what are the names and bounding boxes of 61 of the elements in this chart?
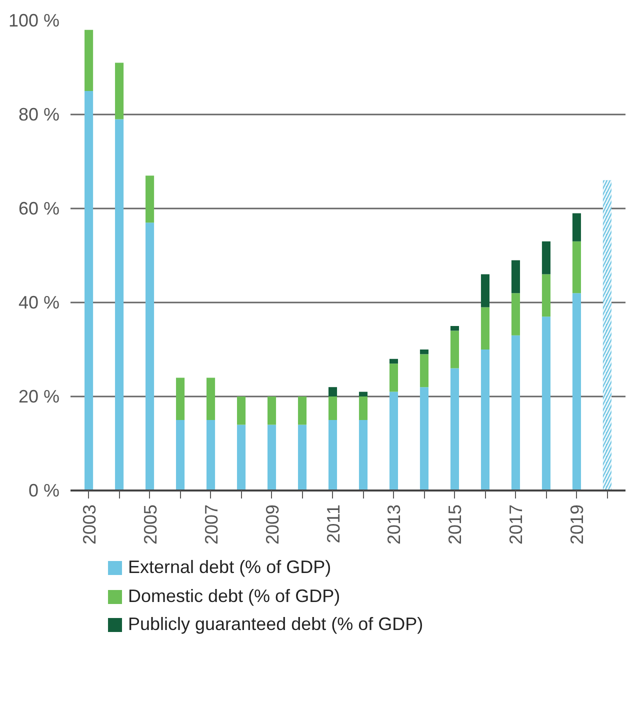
bar — [328, 387, 338, 396]
bar — [115, 62, 124, 120]
bar — [542, 241, 550, 274]
bar — [237, 396, 246, 425]
bar — [450, 326, 459, 331]
legend-label: Publicly guaranteed debt (% of GDP) — [128, 613, 424, 636]
bar — [450, 368, 459, 490]
x-tick-label: 2009 — [262, 504, 282, 545]
bar — [420, 354, 429, 388]
bar — [206, 420, 216, 490]
bar — [480, 307, 490, 350]
x-tick-label: 2003 — [79, 504, 100, 545]
bar — [115, 119, 124, 490]
bar — [358, 420, 368, 490]
y-tick-label: 100 % — [8, 10, 60, 30]
legend-label: Domestic debt (% of GDP) — [128, 584, 340, 608]
bar — [389, 364, 398, 392]
bar — [420, 350, 429, 354]
bar — [267, 424, 276, 490]
bar — [511, 293, 520, 336]
y-tick-label: 60 % — [18, 198, 60, 218]
x-tick-label: 2007 — [201, 504, 222, 545]
bar — [450, 330, 459, 368]
bar — [480, 350, 490, 490]
bar — [328, 420, 338, 490]
bar — [572, 293, 581, 490]
bar — [420, 387, 429, 490]
x-tick-label: 2019 — [567, 504, 588, 545]
y-tick-label: 40 % — [18, 292, 60, 312]
bar — [358, 396, 368, 420]
x-tick-label: 2013 — [384, 504, 404, 545]
bar — [542, 316, 550, 490]
bar — [146, 222, 154, 490]
bar — [237, 424, 246, 490]
y-tick-label: 0 % — [28, 480, 60, 500]
bar — [511, 335, 520, 490]
bar — [298, 424, 307, 490]
bar — [176, 378, 185, 420]
y-tick-label: 20 % — [18, 386, 60, 406]
bar — [298, 396, 307, 425]
bar — [84, 91, 94, 490]
bar — [572, 241, 581, 294]
bar — [389, 358, 398, 364]
x-tick-label: 2015 — [445, 504, 466, 545]
bar — [511, 260, 520, 294]
bar — [206, 378, 216, 420]
bar — [176, 420, 185, 490]
bar — [358, 392, 368, 396]
bar — [572, 213, 581, 242]
bar — [84, 30, 94, 91]
bar — [146, 176, 154, 223]
x-tick-label: 2005 — [140, 504, 160, 545]
x-tick-label: 2011 — [323, 504, 344, 544]
bar — [328, 396, 338, 420]
bar — [267, 396, 276, 425]
legend-label: External debt (% of GDP) — [128, 556, 332, 579]
y-tick-label: 80 % — [18, 104, 60, 124]
bar — [542, 274, 550, 317]
bar — [480, 274, 490, 308]
bar — [389, 392, 398, 490]
x-tick-label: 2017 — [506, 504, 526, 545]
